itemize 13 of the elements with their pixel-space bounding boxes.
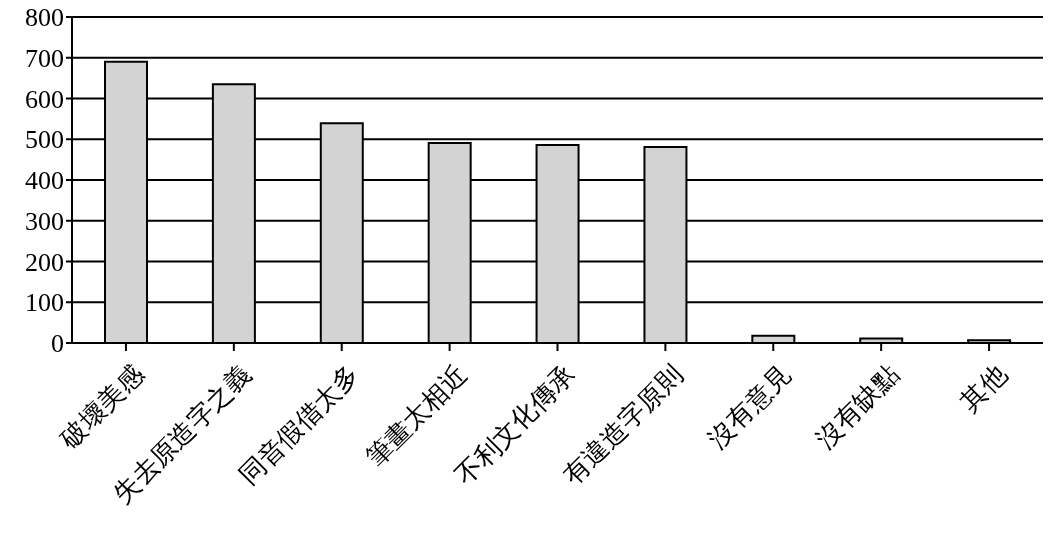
y-tick-label: 200: [25, 247, 64, 277]
y-tick-label: 100: [25, 288, 64, 318]
x-tick-label: 其他: [955, 359, 1013, 418]
y-tick-label: 400: [25, 166, 64, 196]
y-tick-label: 800: [25, 3, 64, 33]
y-tick-label: 300: [25, 206, 64, 236]
y-tick-label: 700: [25, 43, 64, 73]
x-tick-label: 沒有意見: [702, 359, 797, 454]
x-tick-label: 破壞美感: [54, 359, 150, 455]
x-tick-label: 沒有缺點: [810, 359, 905, 454]
y-tick-label: 600: [25, 84, 64, 114]
y-tick-label: 500: [25, 125, 64, 155]
y-tick-label: 0: [51, 329, 64, 359]
